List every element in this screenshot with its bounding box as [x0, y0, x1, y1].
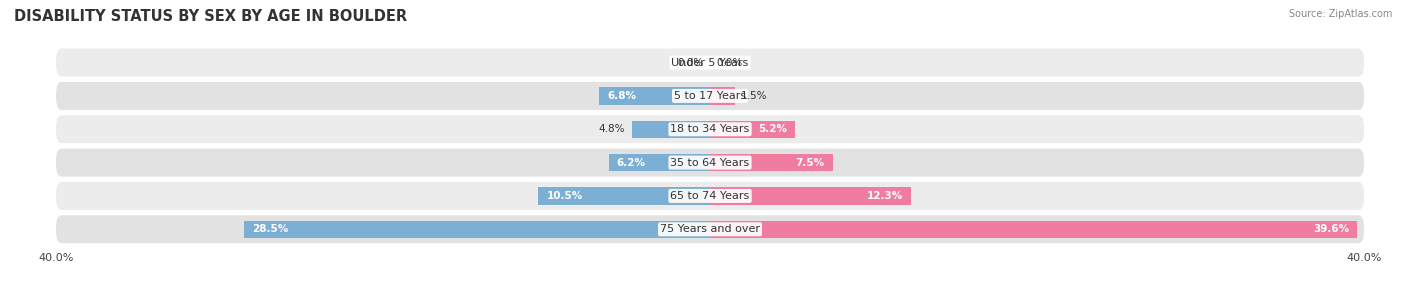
Bar	[710, 87, 734, 105]
Text: 18 to 34 Years: 18 to 34 Years	[671, 124, 749, 134]
Text: 5 to 17 Years: 5 to 17 Years	[673, 91, 747, 101]
Text: 39.6%: 39.6%	[1313, 224, 1350, 234]
FancyBboxPatch shape	[56, 115, 1364, 143]
FancyBboxPatch shape	[56, 182, 1364, 210]
Text: 1.5%: 1.5%	[741, 91, 768, 101]
Text: 6.2%: 6.2%	[617, 157, 645, 168]
Bar	[710, 221, 1357, 238]
FancyBboxPatch shape	[56, 149, 1364, 177]
Text: Source: ZipAtlas.com: Source: ZipAtlas.com	[1288, 9, 1392, 19]
Bar	[631, 121, 710, 138]
Text: 7.5%: 7.5%	[796, 157, 824, 168]
Text: 0.0%: 0.0%	[678, 57, 703, 67]
Text: 28.5%: 28.5%	[252, 224, 288, 234]
Bar	[538, 187, 710, 205]
Bar	[609, 154, 710, 171]
Text: 75 Years and over: 75 Years and over	[659, 224, 761, 234]
Bar	[710, 121, 794, 138]
Text: 4.8%: 4.8%	[599, 124, 626, 134]
Text: 10.5%: 10.5%	[547, 191, 583, 201]
FancyBboxPatch shape	[56, 215, 1364, 243]
Text: 6.8%: 6.8%	[607, 91, 636, 101]
FancyBboxPatch shape	[56, 82, 1364, 110]
Bar	[245, 221, 710, 238]
Text: DISABILITY STATUS BY SEX BY AGE IN BOULDER: DISABILITY STATUS BY SEX BY AGE IN BOULD…	[14, 9, 408, 24]
Text: 35 to 64 Years: 35 to 64 Years	[671, 157, 749, 168]
Bar	[710, 154, 832, 171]
Text: 0.0%: 0.0%	[717, 57, 742, 67]
Text: Under 5 Years: Under 5 Years	[672, 57, 748, 67]
Text: 5.2%: 5.2%	[758, 124, 787, 134]
Text: 12.3%: 12.3%	[866, 191, 903, 201]
Text: 65 to 74 Years: 65 to 74 Years	[671, 191, 749, 201]
FancyBboxPatch shape	[56, 49, 1364, 77]
Bar	[599, 87, 710, 105]
Bar	[710, 187, 911, 205]
